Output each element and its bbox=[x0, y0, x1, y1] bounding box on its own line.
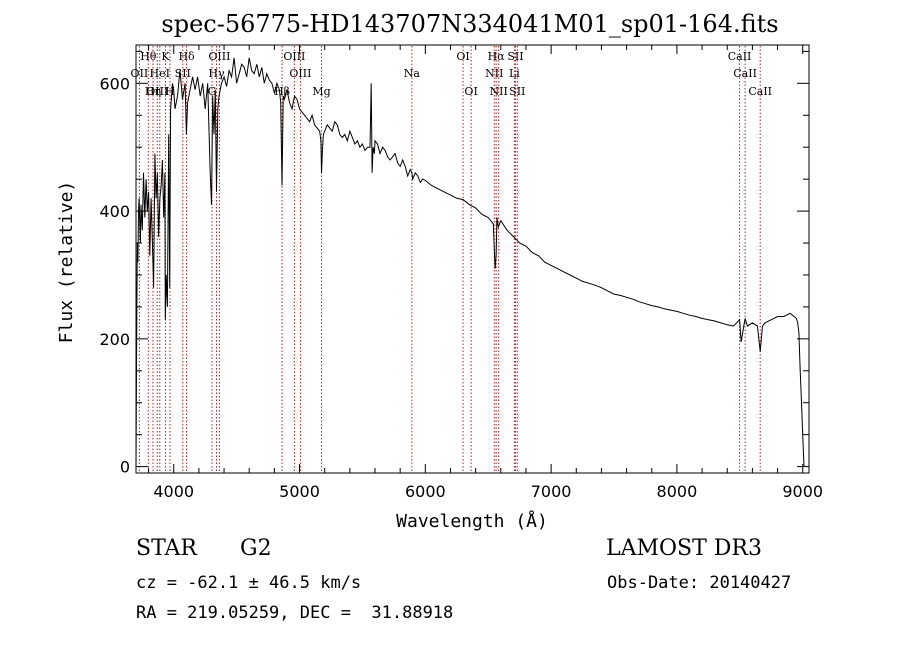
class-label: STAR bbox=[136, 536, 197, 561]
coordinates-text: RA = 219.05259, DEC = 31.88918 bbox=[136, 603, 454, 623]
line-label: Mg bbox=[312, 85, 330, 98]
line-label: OI bbox=[456, 50, 469, 63]
line-label: Hη bbox=[145, 85, 161, 98]
y-tick-label: 600 bbox=[99, 74, 130, 93]
axis-ticks: 4000 5000 6000 7000 8000 9000 0 200 400 600 bbox=[99, 45, 823, 501]
y-tick-label: 200 bbox=[99, 330, 130, 349]
line-label: Li bbox=[509, 67, 520, 80]
x-tick-label: 4000 bbox=[153, 482, 194, 501]
line-label: K bbox=[161, 50, 170, 63]
line-label: SII bbox=[507, 50, 523, 63]
axes-frame bbox=[135, 44, 810, 474]
x-tick-label: 5000 bbox=[279, 482, 320, 501]
line-label: OIII bbox=[146, 85, 168, 98]
x-tick-label: 7000 bbox=[531, 482, 572, 501]
line-label: Hγ bbox=[208, 67, 225, 80]
line-label: OIII bbox=[208, 50, 230, 63]
y-tick-label: 0 bbox=[120, 458, 130, 477]
survey-label: LAMOST DR3 bbox=[606, 536, 762, 561]
x-axis-label: Wavelength (Å) bbox=[396, 510, 548, 532]
y-axis-label: Flux (relative) bbox=[56, 181, 77, 344]
line-label: Hα bbox=[488, 50, 506, 63]
line-label: OIII bbox=[283, 50, 305, 63]
chart-title: spec-56775-HD143707N334041M01_sp01-164.f… bbox=[161, 10, 778, 38]
line-label: OIII bbox=[289, 67, 311, 80]
line-label: OI bbox=[464, 85, 477, 98]
subclass-label: G2 bbox=[240, 536, 272, 561]
line-label: Na bbox=[404, 67, 421, 80]
line-label: CaII bbox=[733, 67, 757, 80]
line-label: CaII bbox=[748, 85, 772, 98]
line-label: Hδ bbox=[178, 50, 195, 63]
line-label: NII bbox=[485, 67, 503, 80]
line-label: SII bbox=[175, 67, 191, 80]
redshift-text: cz = -62.1 ± 46.5 km/s bbox=[136, 573, 362, 593]
line-label: Hθ bbox=[140, 50, 157, 63]
line-label: CaII bbox=[728, 50, 752, 63]
y-tick-label: 400 bbox=[99, 202, 130, 221]
x-tick-label: 9000 bbox=[782, 482, 823, 501]
line-label: NII bbox=[490, 85, 508, 98]
series-line-flux bbox=[135, 57, 805, 467]
line-markers bbox=[138, 46, 761, 472]
line-label: H bbox=[165, 85, 175, 98]
obs-date-text: Obs-Date: 20140427 bbox=[607, 573, 792, 593]
x-tick-label: 8000 bbox=[657, 482, 698, 501]
x-tick-label: 6000 bbox=[405, 482, 446, 501]
line-label: HeI bbox=[150, 67, 170, 80]
line-label: SII bbox=[509, 85, 525, 98]
line-label: OII bbox=[131, 67, 149, 80]
line-label: G bbox=[208, 85, 217, 98]
